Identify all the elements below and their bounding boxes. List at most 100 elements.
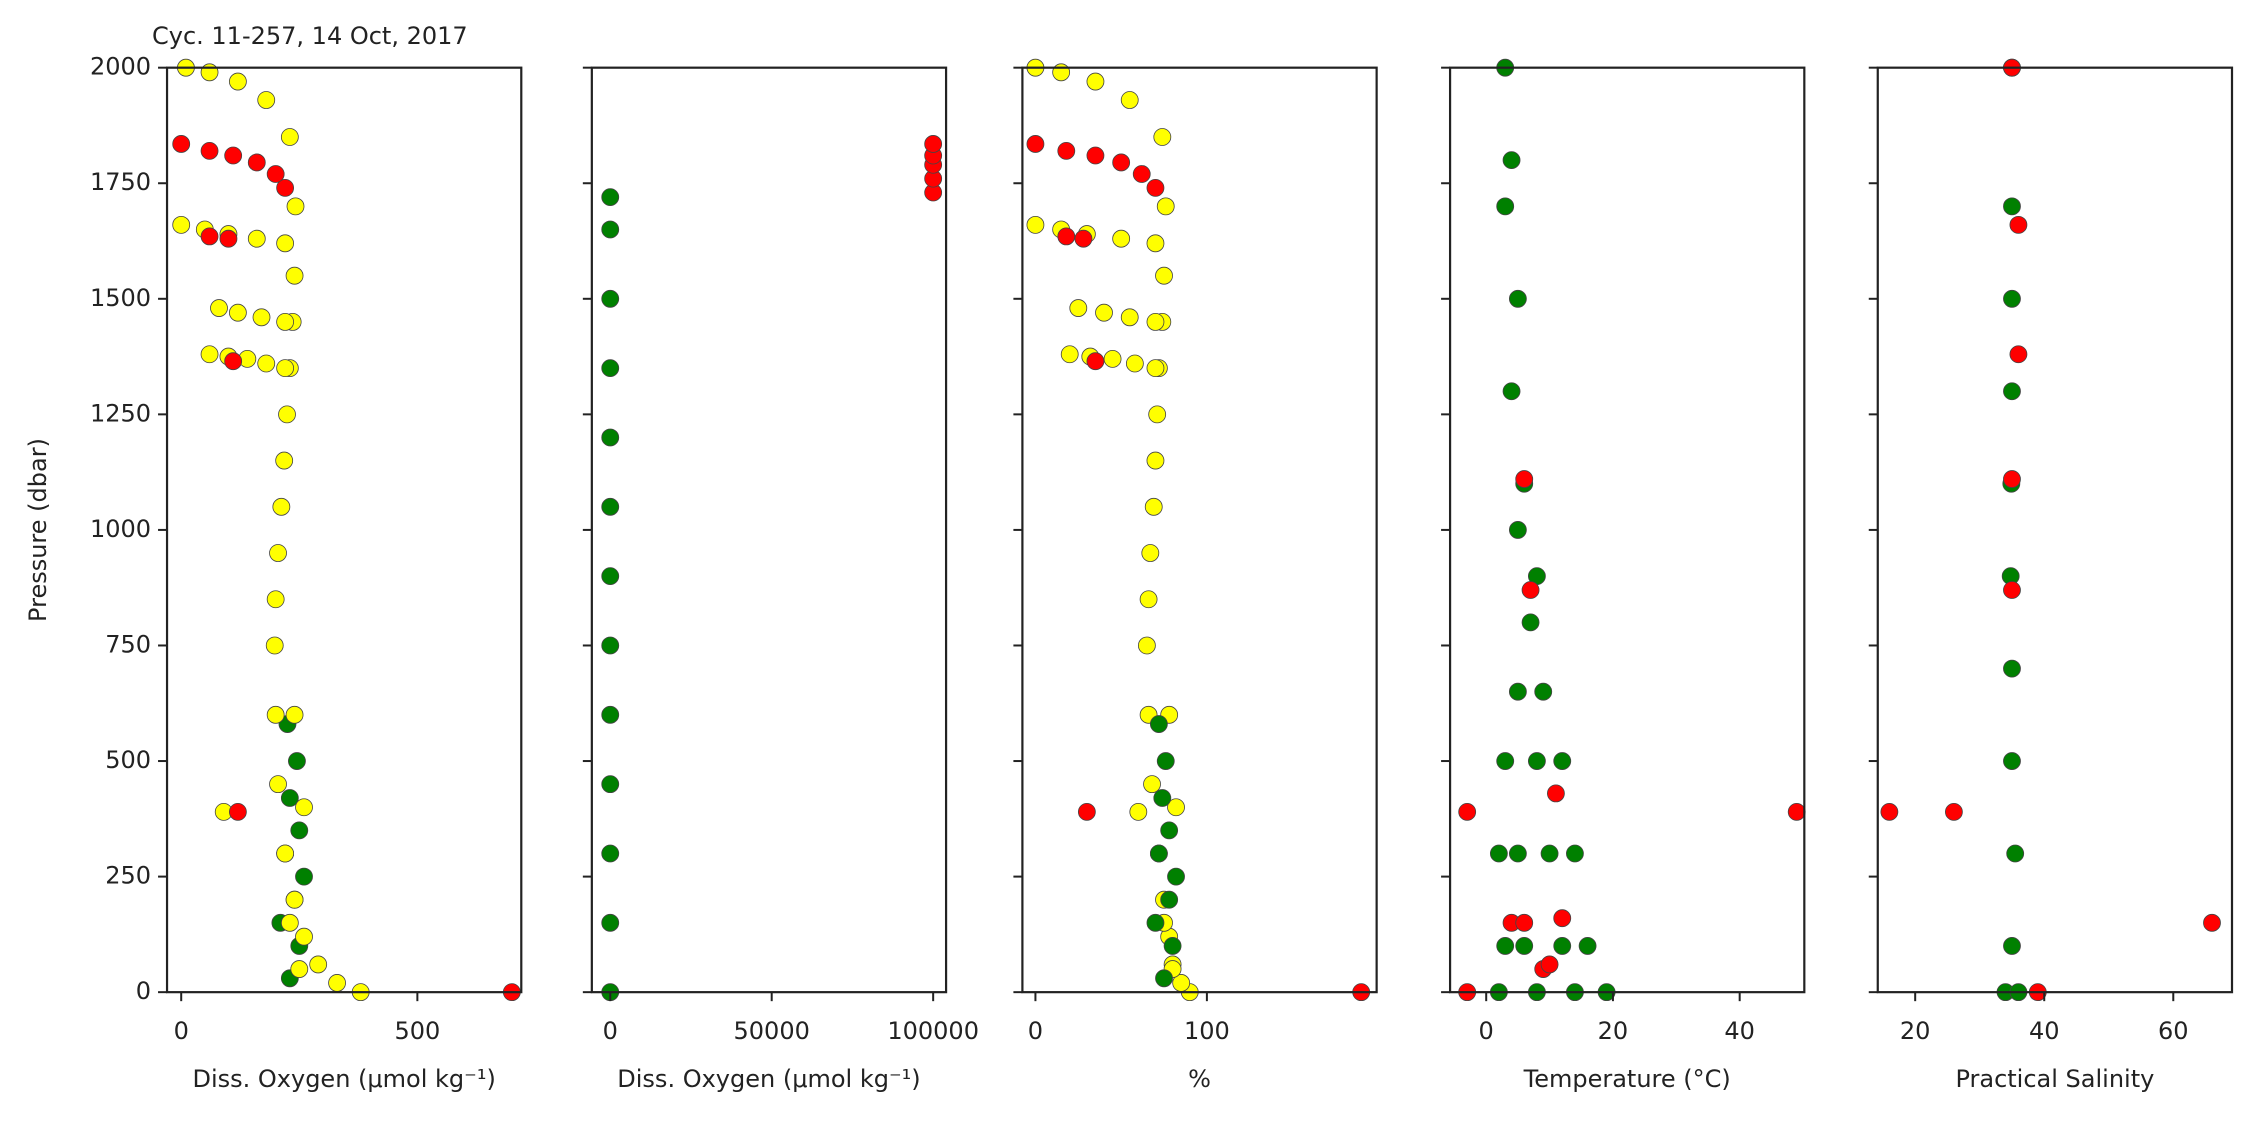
data-point — [280, 128, 299, 146]
data-point — [1086, 146, 1105, 165]
data-point — [1144, 497, 1163, 516]
data-point — [1052, 63, 1071, 82]
data-point — [269, 544, 287, 562]
data-point — [1880, 802, 1899, 821]
panel: 0 20 40 Temperature (°C) — [1441, 58, 1806, 1093]
data-point — [1534, 682, 1553, 701]
data-point — [1508, 682, 1527, 701]
data-point — [601, 636, 620, 655]
data-point — [224, 352, 243, 371]
x-tick-label: 40 — [1724, 1017, 1755, 1045]
x-axis-label: % — [1188, 1065, 1211, 1093]
data-point — [290, 960, 309, 978]
data-point — [1149, 715, 1168, 733]
data-point — [278, 405, 296, 424]
data-point — [1077, 802, 1096, 821]
data-point — [247, 229, 266, 248]
data-point — [2009, 345, 2028, 364]
data-point — [295, 927, 313, 946]
x-axis-label: Practical Salinity — [1955, 1065, 2154, 1093]
panel: 0 100% — [1013, 58, 1378, 1093]
data-point — [1578, 937, 1597, 955]
data-point — [1167, 798, 1185, 817]
data-point — [1160, 821, 1179, 840]
data-point — [200, 345, 219, 364]
data-point — [601, 428, 620, 447]
y-tick-label: 500 — [105, 746, 151, 774]
data-point — [247, 153, 266, 172]
data-point — [1553, 937, 1572, 955]
data-point — [1515, 470, 1534, 488]
data-point — [2003, 581, 2021, 599]
data-point — [1074, 229, 1093, 248]
data-point — [1553, 909, 1572, 928]
data-point — [601, 188, 620, 207]
panel: 0 50000 100000 Diss. Oxygen (μmol kg⁻¹) — [582, 66, 979, 1093]
data-point — [1496, 197, 1515, 216]
data-point — [1496, 752, 1515, 770]
data-point — [601, 567, 620, 586]
data-point — [309, 955, 328, 974]
data-point — [257, 91, 276, 109]
data-point — [1153, 789, 1172, 807]
data-point — [2003, 197, 2021, 216]
y-tick-label: 2000 — [90, 53, 151, 81]
data-point — [1496, 937, 1515, 955]
data-point — [257, 354, 276, 373]
data-point — [286, 197, 305, 216]
data-point — [1148, 405, 1167, 424]
data-point — [2003, 289, 2021, 308]
data-point — [1143, 775, 1161, 794]
data-point — [228, 303, 247, 322]
data-point — [2003, 752, 2021, 770]
data-point — [2003, 659, 2021, 678]
data-point — [269, 775, 287, 794]
y-tick-label: 1500 — [90, 284, 151, 312]
data-point — [1156, 197, 1175, 216]
x-tick-label: 60 — [2158, 1017, 2189, 1045]
data-point — [1112, 229, 1131, 248]
data-point — [601, 775, 620, 794]
data-point — [2203, 913, 2221, 932]
data-point — [2006, 844, 2025, 863]
data-point — [2009, 215, 2028, 234]
axes-frame — [590, 66, 948, 994]
data-point — [1086, 352, 1105, 371]
data-point — [1120, 308, 1139, 327]
x-tick-label: 0 — [603, 1017, 618, 1045]
data-point — [1026, 215, 1045, 234]
x-tick-label: 500 — [394, 1017, 440, 1045]
data-point — [2003, 470, 2021, 488]
data-point — [1787, 802, 1806, 821]
panel: 0 250 500 750 1000 1250 1500 1750 2000 0 500 Diss. … — [90, 53, 523, 1093]
data-point — [219, 229, 238, 248]
data-point — [1146, 451, 1165, 470]
data-point — [290, 821, 309, 840]
data-point — [1146, 178, 1165, 197]
data-point — [224, 146, 243, 165]
data-point — [280, 913, 299, 932]
data-point — [275, 451, 294, 470]
x-tick-label: 0 — [1479, 1017, 1494, 1045]
y-tick-label: 1250 — [90, 399, 151, 427]
x-axis-label: Diss. Oxygen (μmol kg⁻¹) — [192, 1065, 495, 1093]
x-tick-label: 100 — [1184, 1017, 1230, 1045]
data-point — [1069, 299, 1088, 317]
data-point — [1547, 784, 1565, 803]
data-point — [228, 802, 247, 821]
data-point — [1146, 359, 1165, 378]
data-point — [295, 867, 313, 886]
data-point — [1944, 802, 1963, 821]
data-point — [1553, 752, 1572, 770]
data-point — [266, 590, 285, 609]
data-point — [1103, 349, 1122, 368]
data-point — [1156, 752, 1175, 770]
data-point — [295, 798, 313, 817]
data-point — [1508, 289, 1527, 308]
y-tick-label: 250 — [105, 862, 151, 890]
data-point — [285, 266, 304, 285]
chart-title: Cyc. 11-257, 14 Oct, 2017 — [152, 22, 468, 50]
x-tick-label: 20 — [1598, 1017, 1629, 1045]
